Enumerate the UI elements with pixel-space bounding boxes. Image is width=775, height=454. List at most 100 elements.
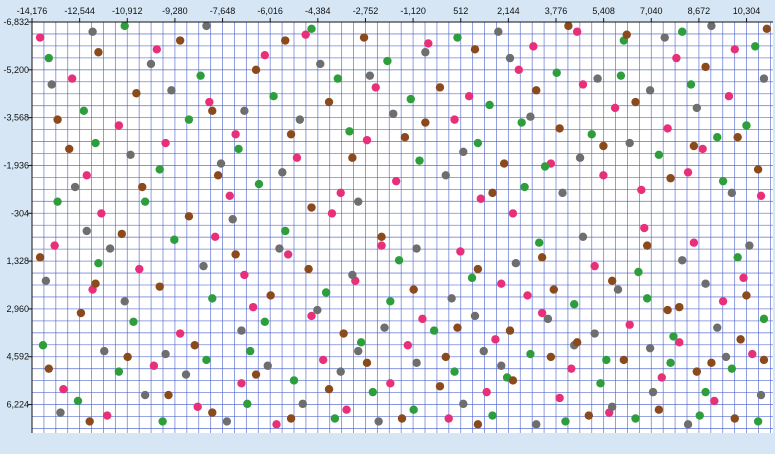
data-point	[745, 241, 754, 250]
data-point	[613, 285, 623, 294]
data-point	[324, 97, 334, 107]
y-tick-label: 2,960	[6, 304, 29, 314]
y-tick-label: -5,200	[3, 65, 29, 75]
data-point	[146, 59, 156, 69]
data-point	[114, 121, 124, 130]
data-point	[307, 203, 316, 212]
data-point	[193, 402, 202, 411]
data-point	[336, 188, 345, 198]
x-tick-label: -1,120	[400, 6, 426, 16]
data-point	[240, 106, 249, 116]
data-point	[672, 53, 681, 63]
data-point	[421, 48, 430, 57]
data-point	[616, 71, 626, 80]
data-point	[756, 390, 766, 400]
data-point	[59, 384, 68, 394]
data-point	[567, 364, 576, 373]
data-point	[561, 417, 570, 426]
data-point	[167, 86, 176, 95]
data-point	[572, 338, 582, 347]
data-point	[330, 414, 340, 423]
x-tick-label: -6,016	[257, 6, 283, 16]
data-point	[578, 232, 588, 242]
data-point	[645, 86, 655, 95]
data-point	[120, 21, 129, 31]
y-tick-label: -304	[11, 208, 29, 218]
data-point	[666, 174, 675, 183]
data-point	[333, 74, 342, 83]
data-point	[76, 308, 86, 318]
data-point	[386, 297, 395, 306]
data-point	[208, 106, 217, 116]
data-point	[479, 346, 488, 356]
data-point	[499, 159, 509, 168]
data-point	[213, 171, 223, 180]
data-point	[251, 65, 261, 75]
data-point	[657, 373, 666, 382]
data-point	[578, 80, 588, 89]
data-point	[50, 241, 59, 250]
data-point	[205, 97, 214, 107]
data-point	[669, 332, 678, 341]
data-point	[114, 367, 124, 376]
data-point	[126, 150, 135, 159]
data-point	[593, 74, 602, 83]
data-point	[120, 297, 129, 306]
data-point	[202, 21, 211, 31]
data-point	[473, 264, 483, 274]
y-tick-label: -3,568	[3, 113, 29, 123]
data-point	[666, 358, 675, 368]
data-point	[67, 74, 77, 83]
data-point	[202, 355, 211, 365]
data-point	[543, 314, 553, 324]
data-point	[453, 33, 462, 42]
y-tick-label: 4,592	[6, 352, 29, 362]
data-point	[640, 223, 649, 233]
data-point	[555, 124, 564, 133]
data-point	[444, 414, 453, 423]
data-point	[689, 238, 699, 247]
data-point	[678, 256, 687, 265]
data-point	[692, 103, 702, 113]
data-point	[590, 261, 599, 271]
data-point	[208, 294, 217, 303]
data-point	[161, 349, 170, 359]
data-point	[377, 241, 386, 250]
data-point	[511, 259, 521, 268]
data-point	[44, 53, 54, 63]
data-point	[713, 323, 722, 332]
data-point	[275, 244, 284, 253]
data-point	[307, 311, 316, 321]
data-point	[403, 341, 413, 350]
x-tick-label: -14,176	[17, 6, 48, 16]
x-tick-label: -7,648	[210, 6, 236, 16]
data-point	[135, 264, 144, 274]
data-point	[260, 50, 270, 60]
data-point	[520, 182, 529, 192]
data-point	[470, 45, 480, 54]
data-point	[225, 191, 234, 201]
data-point	[102, 411, 112, 420]
data-point	[619, 355, 629, 365]
data-point	[642, 241, 652, 250]
data-point	[161, 138, 170, 148]
data-point	[318, 355, 328, 365]
data-point	[327, 209, 337, 218]
data-point	[123, 352, 132, 362]
data-point	[117, 229, 126, 239]
data-point	[686, 80, 696, 89]
data-point	[675, 338, 684, 347]
data-point	[505, 53, 515, 63]
data-point	[47, 80, 56, 89]
data-point	[190, 341, 199, 350]
data-point	[587, 130, 596, 139]
data-point	[459, 399, 468, 409]
data-point	[240, 270, 249, 280]
data-point	[38, 341, 48, 350]
data-point	[762, 24, 772, 33]
data-point	[365, 71, 375, 80]
data-point	[170, 235, 179, 244]
data-point	[435, 83, 445, 92]
data-point	[269, 91, 278, 101]
